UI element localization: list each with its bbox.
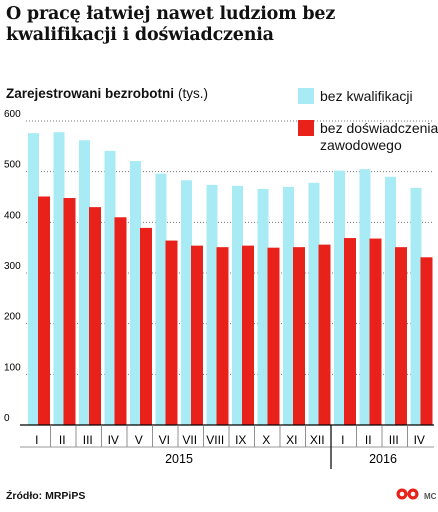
- bar-bez-kwalifikacji: [79, 140, 90, 425]
- x-tick-label: VIII: [206, 433, 224, 447]
- bar-bez-kwalifikacji: [232, 185, 243, 425]
- x-tick-label: IV: [108, 433, 119, 447]
- bar-bez-kwalifikacji: [28, 133, 39, 425]
- bar-bez-doswiadczenia: [140, 227, 152, 425]
- bar-bez-doswiadczenia: [369, 238, 382, 425]
- legend-swatch-bez-kwalifikacji: [298, 88, 314, 104]
- bar-bez-doswiadczenia: [344, 238, 356, 425]
- author-initials: MC: [424, 492, 437, 501]
- legend-label-bez-doswiadczenia: bez doświadczenia zawodowego: [320, 120, 438, 153]
- y-tick-label: 0: [4, 413, 10, 424]
- bar-bez-kwalifikacji: [283, 186, 294, 425]
- year-label: 2015: [165, 452, 193, 466]
- x-tick-label: III: [83, 433, 93, 447]
- x-tick-label: VI: [159, 433, 170, 447]
- bar-bez-doswiadczenia: [38, 196, 50, 425]
- bar-bez-kwalifikacji: [359, 169, 371, 425]
- x-tick-label: X: [262, 433, 270, 447]
- y-tick-label: 300: [4, 261, 21, 272]
- chart-title: O pracę łatwiej nawet ludziom bez kwalif…: [6, 4, 336, 45]
- unit-label: (tys.): [178, 86, 209, 101]
- legend-swatch-bez-doswiadczenia: [298, 120, 314, 136]
- bar-bez-kwalifikacji: [181, 180, 192, 425]
- y-tick-label: 500: [4, 160, 21, 171]
- bar-bez-kwalifikacji: [53, 132, 65, 425]
- bar-bez-kwalifikacji: [308, 182, 320, 425]
- bar-bez-doswiadczenia: [395, 247, 407, 425]
- legend-item-bez-doswiadczenia: bez doświadczenia zawodowego: [298, 120, 438, 154]
- publisher-logo-icon: [396, 488, 419, 500]
- y-tick-label: 200: [4, 312, 21, 323]
- x-tick-label: XII: [310, 433, 325, 447]
- source-note: Źródło: MRPiPS: [6, 490, 86, 502]
- bar-bez-kwalifikacji: [104, 150, 116, 426]
- x-tick-label: IX: [235, 433, 246, 447]
- x-tick-label: III: [389, 433, 399, 447]
- bar-bez-doswiadczenia: [318, 244, 331, 425]
- bar-bez-doswiadczenia: [114, 217, 127, 425]
- legend-item-bez-kwalifikacji: bez kwalifikacji: [298, 88, 438, 105]
- bar-bez-kwalifikacji: [410, 187, 422, 425]
- bar-bez-kwalifikacji: [385, 176, 396, 425]
- bar-bez-doswiadczenia: [63, 198, 76, 425]
- legend-label-bez-kwalifikacji: bez kwalifikacji: [320, 88, 413, 104]
- bar-bez-kwalifikacji: [257, 188, 269, 425]
- y-tick-label: 600: [4, 109, 21, 120]
- x-tick-label: I: [35, 433, 38, 447]
- bar-bez-kwalifikacji: [206, 184, 218, 425]
- bar-bez-doswiadczenia: [420, 257, 433, 425]
- x-tick-label: VII: [182, 433, 197, 447]
- bar-bez-doswiadczenia: [267, 247, 280, 425]
- bar-bez-kwalifikacji: [155, 173, 167, 425]
- subtitle-text: Zarejestrowani bezrobotni: [6, 86, 175, 101]
- bar-bez-kwalifikacji: [334, 170, 345, 425]
- x-tick-label: XI: [286, 433, 297, 447]
- bar-bez-doswiadczenia: [242, 245, 254, 425]
- x-tick-label: IV: [414, 433, 425, 447]
- x-tick-label: II: [59, 433, 66, 447]
- x-tick-label: V: [135, 433, 143, 447]
- bar-bez-doswiadczenia: [293, 247, 305, 425]
- bar-bez-kwalifikacji: [130, 161, 141, 425]
- bar-bez-doswiadczenia: [191, 245, 203, 425]
- bar-bez-doswiadczenia: [165, 240, 178, 425]
- x-tick-label: II: [365, 433, 372, 447]
- bar-bez-doswiadczenia: [216, 247, 229, 425]
- y-tick-label: 400: [4, 210, 21, 221]
- year-label: 2016: [369, 452, 397, 466]
- bar-bez-doswiadczenia: [89, 207, 101, 425]
- y-tick-label: 100: [4, 362, 21, 373]
- x-tick-label: I: [341, 433, 344, 447]
- chart-subtitle: Zarejestrowani bezrobotni (tys.): [6, 86, 208, 101]
